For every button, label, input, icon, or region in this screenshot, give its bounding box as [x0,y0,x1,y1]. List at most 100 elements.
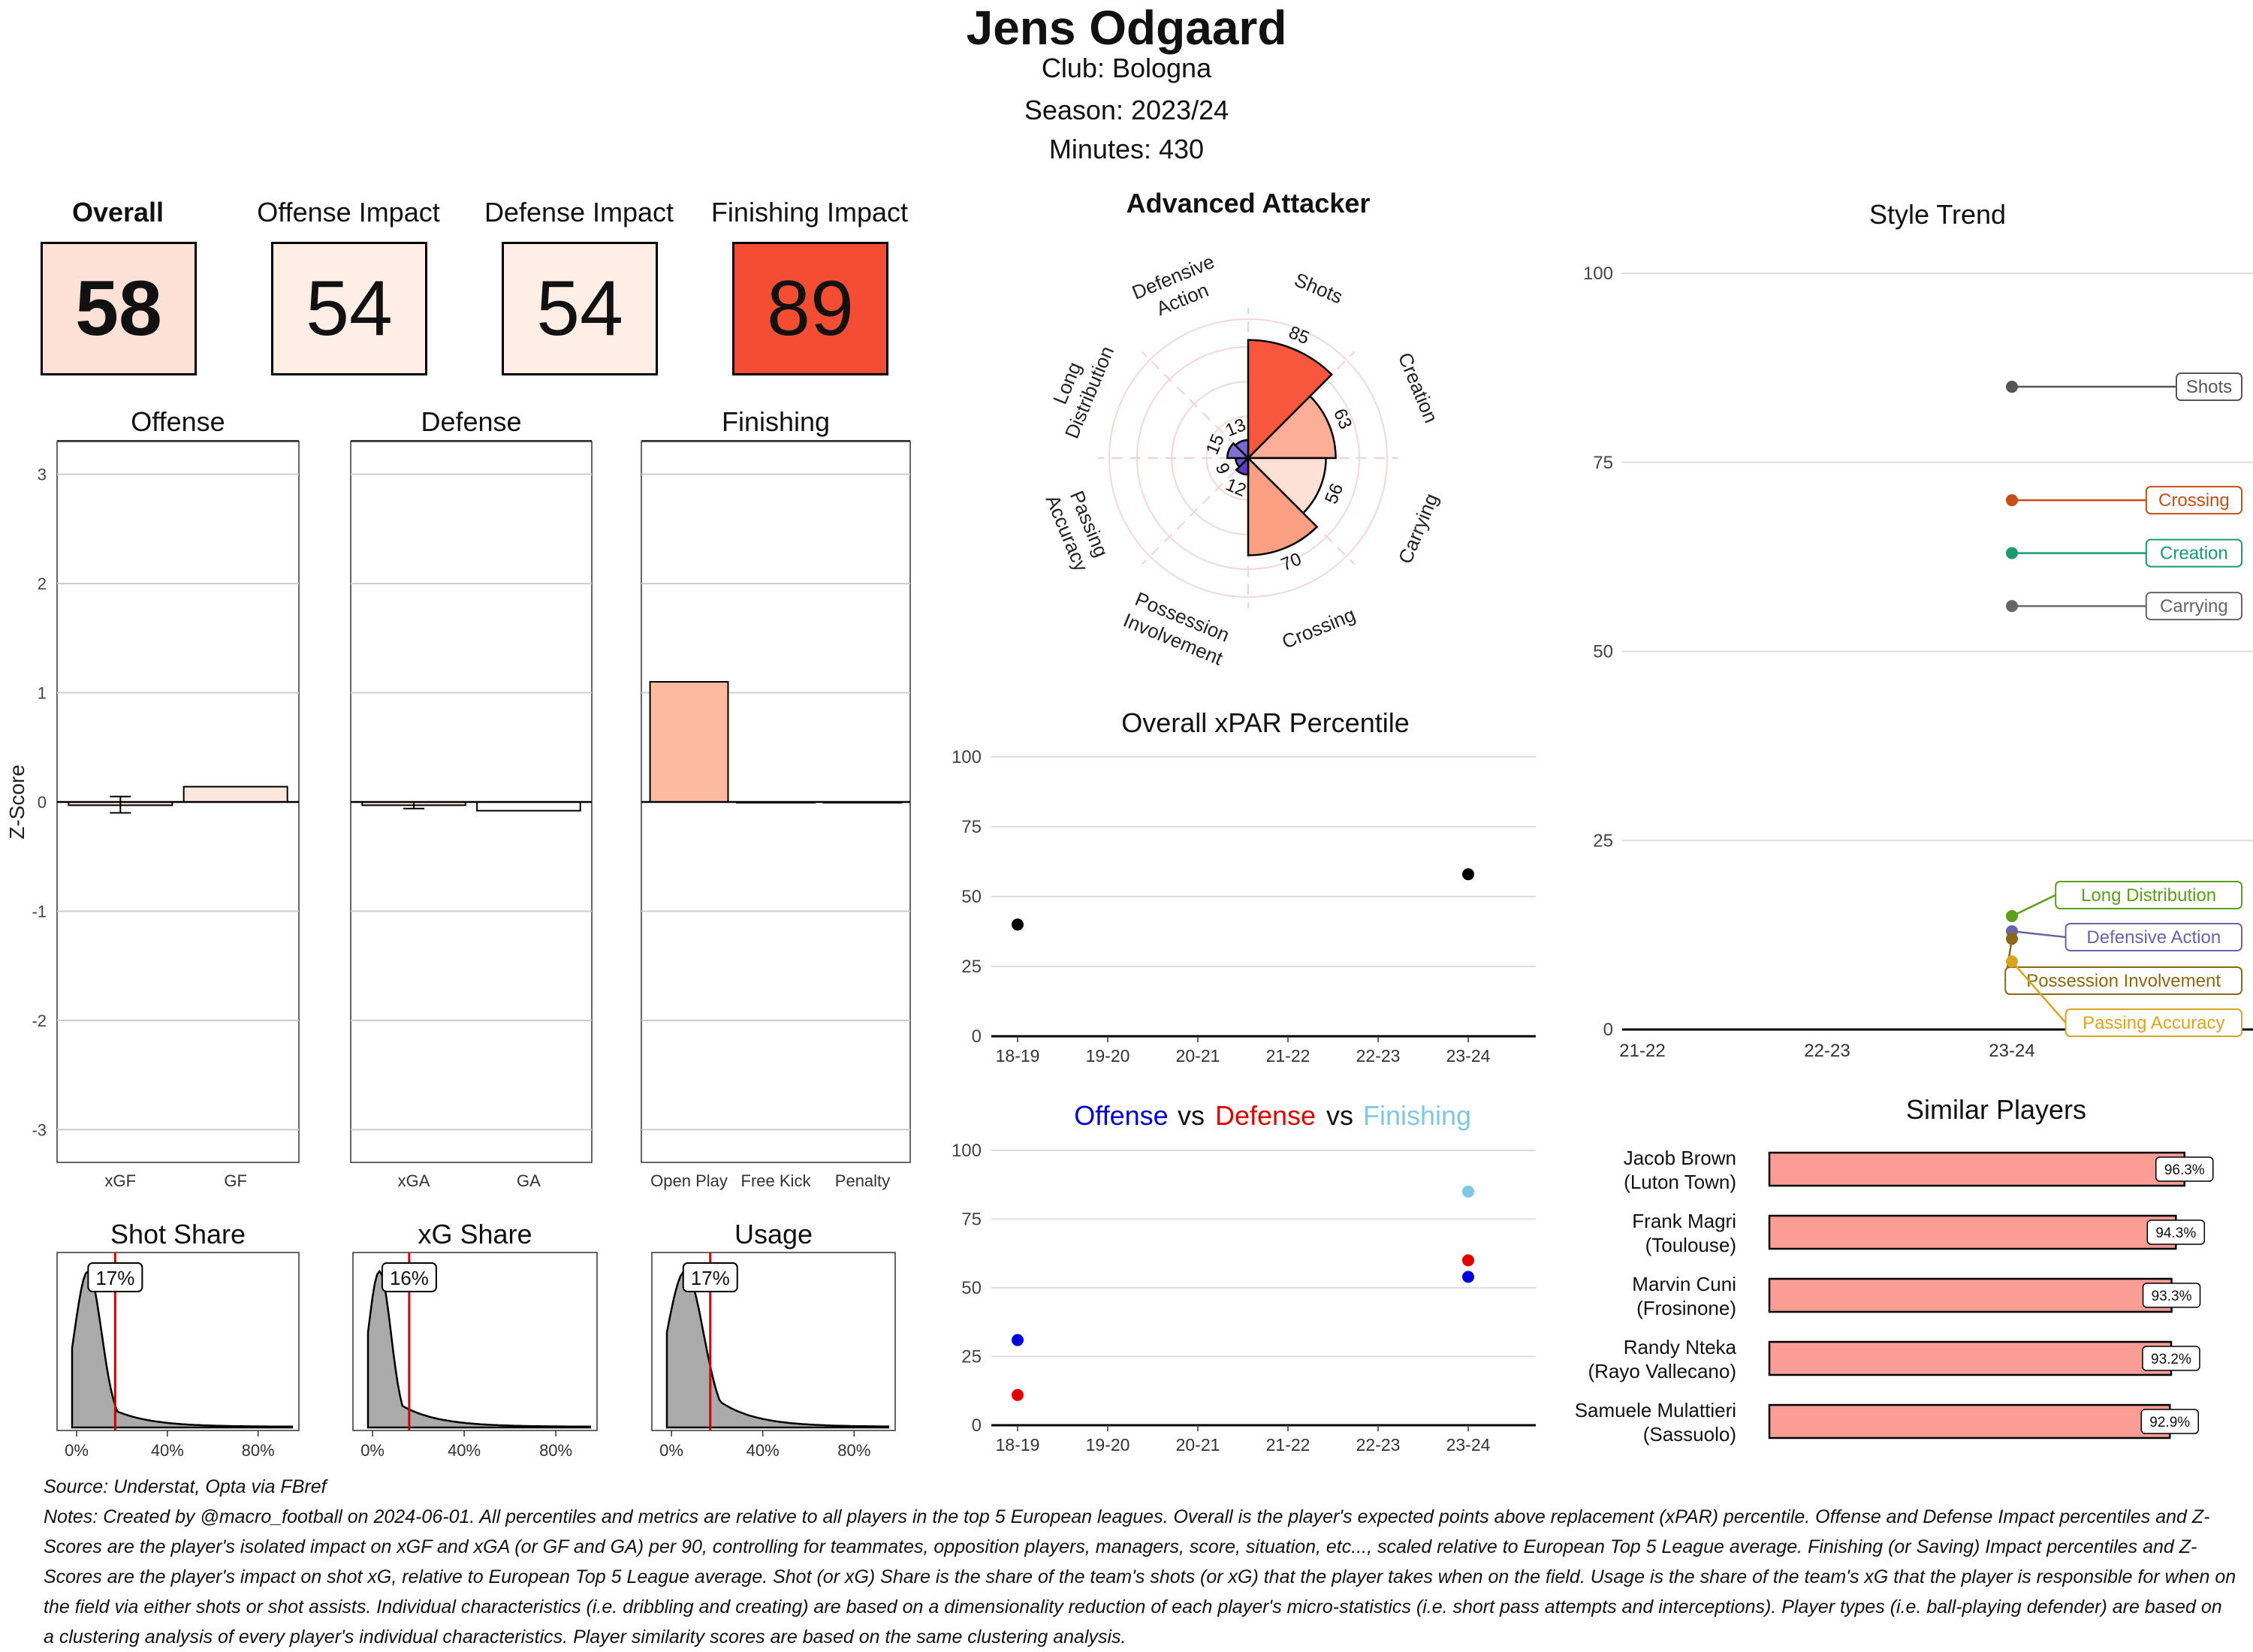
scatter-title-part: Offense [1074,1100,1168,1131]
scatter-title-part: Defense [1215,1100,1316,1131]
x-tick-label: 19-20 [1086,1046,1130,1066]
charts-canvas: Z-Score 3 2 1 0 -1 -2 -3 Offense xGF GF Defense xGA G… [5,188,2253,1460]
tile-value: 54 [502,242,658,375]
footer: Source: Understat, Opta via FBref Notes:… [44,1472,2236,1652]
trend-line [2011,930,2066,939]
y-tick-label: 2 [38,574,47,593]
tile-label: Offense Impact [257,197,440,228]
similar-value-label: 92.9% [2149,1415,2190,1430]
x-tick-label: 21-22 [1266,1046,1310,1066]
similar-title: Similar Players [1906,1094,2086,1125]
y-tick-label: 100 [952,1141,982,1161]
x-tick-label: 22-23 [1804,1041,1850,1061]
x-tick-label: Free Kick [741,1171,812,1190]
scatter-title-part: Finishing [1363,1100,1471,1131]
share-tick-label: 80% [837,1441,870,1460]
radar-spoke [1141,457,1249,565]
trend-label: Creation [2160,544,2228,564]
x-tick-label: 20-21 [1176,1435,1220,1455]
similar-player-name: Randy Nteka [1624,1336,1737,1358]
trend-point [2006,494,2018,507]
season-label: Season: [1024,95,1123,125]
scatter-point [1462,868,1474,881]
minutes-line: Minutes: 430 [0,134,2253,165]
scatter-title-part: vs [1326,1100,1353,1131]
similar-player-club: (Frosinone) [1636,1297,1736,1319]
similar-player-club: (Sassuolo) [1643,1423,1736,1446]
trend-point [2006,955,2018,968]
share-title: Usage [734,1219,813,1250]
zscore-bar [649,681,729,803]
y-tick-label: 0 [1603,1020,1613,1040]
similar-player-club: (Rayo Vallecano) [1588,1360,1736,1382]
similar-value-label: 96.3% [2164,1162,2205,1178]
share-tick-label: 0% [360,1441,385,1460]
share-tick-label: 40% [151,1441,184,1460]
facet-strip-line [351,440,592,442]
similar-bar [1768,1151,2186,1187]
x-tick-label: 23-24 [1446,1435,1491,1455]
club-value: Bologna [1111,53,1212,83]
similar-value-box [2140,1409,2199,1434]
share-label: 17% [691,1267,730,1289]
radar-category-label: Crossing [1279,603,1359,653]
trend-point [2006,600,2018,613]
zscore-bar [476,801,581,812]
radar-category-label: Creation [1394,349,1443,426]
scatter-point [1012,918,1024,931]
share-tick-label: 0% [65,1441,89,1460]
x-tick-label: xGA [398,1171,430,1190]
trend-label-box [2145,592,2243,621]
similar-player-name: Marvin Cuni [1632,1273,1736,1295]
radar-category-label: Carrying [1394,490,1443,567]
y-tick-label: 3 [38,466,47,484]
minutes-label: Minutes: [1048,134,1151,164]
tile-value: 89 [732,242,888,375]
x-tick-label: 20-21 [1176,1046,1220,1066]
y-tick-label: 0 [972,1026,982,1047]
trend-label-box [2064,1008,2243,1037]
minutes-value: 430 [1159,134,1205,164]
x-tick-label: 22-23 [1356,1046,1401,1066]
scatter-point [1462,1254,1474,1267]
facet-title: Defense [421,406,521,437]
y-tick-label: -1 [32,902,47,921]
radar-spoke [1141,351,1249,459]
trend-label: Shots [2186,377,2232,397]
club-line: Club: Bologna [0,53,2253,84]
similar-bar [1768,1277,2173,1313]
share-tick-label: 0% [659,1441,683,1460]
trend-point [2006,933,2018,945]
trend-point [2006,547,2018,559]
y-tick-label: 75 [1593,453,1613,473]
radar-value-label: 56 [1321,481,1347,507]
footer-source: Source: Understat, Opta via FBref [44,1476,327,1497]
share-tick-label: 40% [746,1441,780,1460]
y-tick-label: 100 [1583,264,1613,284]
radar-value-label: 13 [1223,415,1249,441]
share-tick-label: 40% [448,1441,481,1460]
radar-value-label: 70 [1278,549,1304,575]
club-label: Club: [1041,53,1105,83]
radar-bar [1247,455,1319,556]
scatter-point [1462,1185,1474,1198]
similar-value-label: 94.3% [2155,1225,2196,1241]
share-label: 17% [95,1267,134,1289]
trend-label-box [2055,881,2242,909]
y-tick-label: 75 [961,1210,982,1230]
radar-title: Advanced Attacker [1126,188,1371,219]
trend-label: Carrying [2160,596,2228,616]
trend-label: Possession Involvement [2026,971,2221,991]
similar-value-box [2146,1219,2206,1245]
similar-value-box [2142,1346,2200,1371]
share-label: 16% [390,1267,429,1289]
trend-label-box [2145,486,2243,515]
x-tick-label: 18-19 [996,1046,1040,1066]
trend-label-box [2064,923,2243,951]
season-line: Season: 2023/24 [0,95,2253,126]
radar-bar [1226,442,1251,460]
share-label-box [381,1262,437,1292]
similar-value-label: 93.2% [2151,1352,2191,1367]
x-tick-label: 19-20 [1086,1435,1130,1455]
scatter-point [1012,1388,1024,1401]
